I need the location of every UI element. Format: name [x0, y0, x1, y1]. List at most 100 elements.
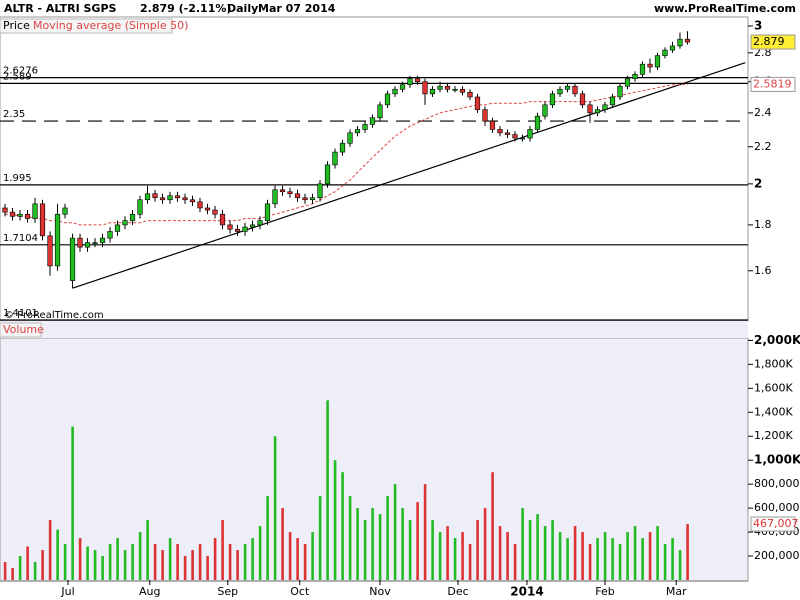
candle-body: [369, 117, 376, 125]
candle-body: [632, 73, 638, 80]
candle-body: [107, 231, 113, 239]
volume-bar: [356, 508, 359, 580]
candle-body: [219, 213, 226, 226]
level-label: 1.7104: [3, 233, 38, 244]
candle-body: [99, 237, 106, 243]
volume-bar: [48, 520, 52, 580]
volume-bar: [438, 532, 442, 580]
volume-bar: [378, 514, 382, 580]
volume-bar: [168, 538, 172, 580]
candle-body: [587, 104, 593, 114]
candle-body: [92, 242, 98, 244]
candle-body: [602, 104, 608, 110]
last-price-tag: 2.879: [753, 35, 785, 48]
volume-bar: [566, 538, 569, 580]
candle-body: [564, 85, 571, 90]
volume-bar: [468, 544, 472, 580]
candle-body: [234, 228, 241, 232]
y-tick-label: 2.2: [754, 140, 772, 153]
candle-body: [294, 193, 301, 199]
price-label: Price: [3, 19, 30, 32]
volume-bar: [191, 550, 194, 580]
candle-body: [129, 213, 136, 221]
level-label: 2.35: [3, 109, 25, 120]
candle-body: [512, 134, 518, 139]
volume-bar: [33, 562, 37, 580]
volume-bar: [348, 496, 352, 580]
candle-body: [2, 207, 8, 213]
volume-bar: [543, 526, 547, 580]
volume-bar: [108, 544, 112, 580]
volume-bar: [176, 544, 179, 580]
volume-bar: [521, 508, 524, 580]
volume-bar: [198, 544, 202, 580]
volume-bar: [633, 526, 637, 580]
y-tick-label: 2.4: [754, 106, 772, 119]
quote: 2.879 (-2.11%): [140, 2, 231, 15]
candle-body: [669, 45, 676, 51]
candle-body: [684, 38, 691, 43]
volume-bar: [251, 538, 254, 580]
candle-body: [407, 78, 413, 86]
x-tick-label: Nov: [369, 585, 391, 598]
candle-body: [624, 78, 631, 87]
candle-body: [414, 78, 421, 83]
volume-bar: [206, 556, 209, 580]
volume-y-tick-label: 200,000: [754, 549, 800, 562]
volume-bar: [221, 520, 224, 580]
volume-bar: [678, 550, 682, 580]
ma-label: Moving average (Simple 50): [33, 19, 188, 32]
candle-body: [459, 88, 466, 93]
ma-tag: 2.5819: [753, 77, 792, 90]
candle-body: [114, 224, 121, 232]
x-tick-label: Aug: [139, 585, 160, 598]
volume-y-tick-label: 2,000K: [754, 333, 800, 347]
candle-body: [452, 88, 458, 91]
volume-bar: [671, 538, 674, 580]
volume-bar: [648, 532, 652, 580]
candle-body: [212, 209, 218, 215]
volume-bar: [483, 508, 487, 580]
volume-bar: [618, 544, 622, 580]
volume-bar: [528, 520, 532, 580]
candle-body: [497, 129, 503, 134]
volume-bar: [288, 532, 292, 580]
volume-bar: [303, 544, 307, 580]
source: www.ProRealTime.com: [654, 2, 796, 15]
volume-y-tick-label: 1,000K: [754, 453, 800, 467]
candle-body: [362, 124, 368, 130]
candle-body: [54, 213, 61, 267]
ma-tag-box: [750, 76, 796, 92]
period: Daily: [227, 2, 258, 15]
volume-bar: [498, 526, 502, 580]
volume-bar: [446, 526, 449, 580]
candle-body: [69, 237, 76, 281]
volume-y-tick-label: 1,200K: [754, 429, 793, 442]
candle-body: [399, 84, 406, 90]
candle-body: [392, 88, 398, 95]
candle-body: [182, 197, 188, 201]
symbol: ALTR - ALTRI SGPS: [4, 2, 117, 15]
volume-y-tick-label: 1,800K: [754, 357, 793, 370]
volume-bar: [153, 544, 157, 580]
volume-bar: [656, 526, 659, 580]
panel-separator: [0, 321, 748, 338]
y-tick-label: 2: [754, 176, 762, 190]
volume-bar: [431, 520, 434, 580]
volume-bar: [408, 520, 412, 580]
candle-body: [339, 142, 346, 153]
volume-bar: [243, 544, 247, 580]
candle-body: [534, 115, 541, 130]
last-volume-tag-box: [750, 516, 796, 532]
volume-legend-box: [0, 322, 42, 338]
candle-body: [174, 195, 181, 199]
candle-body: [489, 120, 496, 130]
candle-body: [272, 189, 278, 205]
volume-bar: [18, 556, 22, 580]
x-tick-label: Dec: [447, 585, 468, 598]
candle-body: [257, 220, 263, 226]
candle-body: [654, 55, 661, 68]
volume-bar: [318, 496, 322, 580]
watermark: © ProRealTime.com: [4, 310, 104, 321]
candle-body: [317, 183, 323, 199]
